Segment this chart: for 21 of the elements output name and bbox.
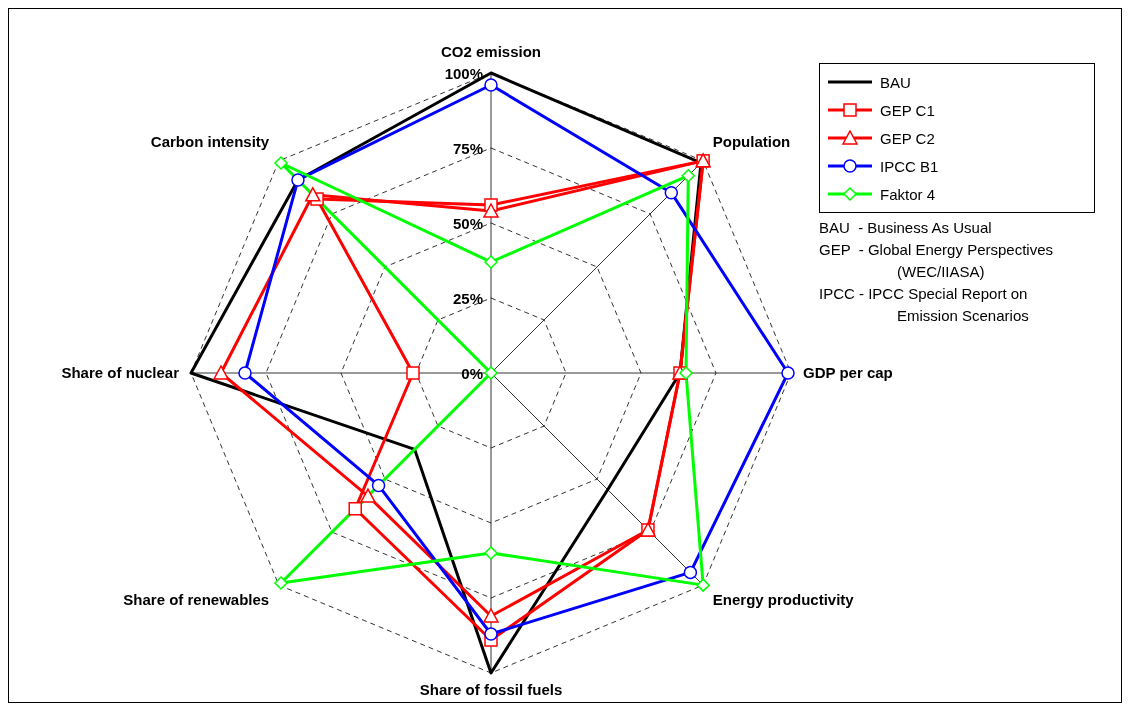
- y-tick-label: 50%: [452, 215, 483, 232]
- spoke-label: Carbon intensity: [150, 133, 270, 151]
- spoke-label: Share of fossil fuels: [419, 681, 563, 698]
- spoke-label: Population: [712, 133, 791, 151]
- spoke-label: GDP per cap: [803, 364, 893, 381]
- legend-label: BAU: [880, 73, 911, 91]
- legend-label: IPCC B1: [880, 157, 939, 175]
- spoke-label: Energy productivity: [712, 590, 855, 608]
- legend-label: GEP C1: [880, 101, 935, 119]
- legend-label: Faktor 4: [880, 185, 936, 203]
- spoke-label: CO2 emission: [440, 43, 542, 60]
- y-tick-label: 25%: [452, 290, 483, 307]
- text: BAU - Business As Usual: [819, 218, 993, 238]
- legend-label: GEP C2: [880, 129, 935, 147]
- y-tick-label: 100%: [444, 65, 483, 82]
- y-tick-label: 0%: [461, 365, 483, 382]
- y-tick-label: 75%: [452, 140, 483, 157]
- spoke-label: Share of renewables: [123, 590, 270, 608]
- spoke-label: Share of nuclear: [61, 364, 180, 381]
- text: GEP - Global Energy Perspectives (WEC/IIASA): [819, 240, 1054, 282]
- text: IPCC - IPCC Special Report on Emission Scenarios: [819, 284, 1030, 326]
